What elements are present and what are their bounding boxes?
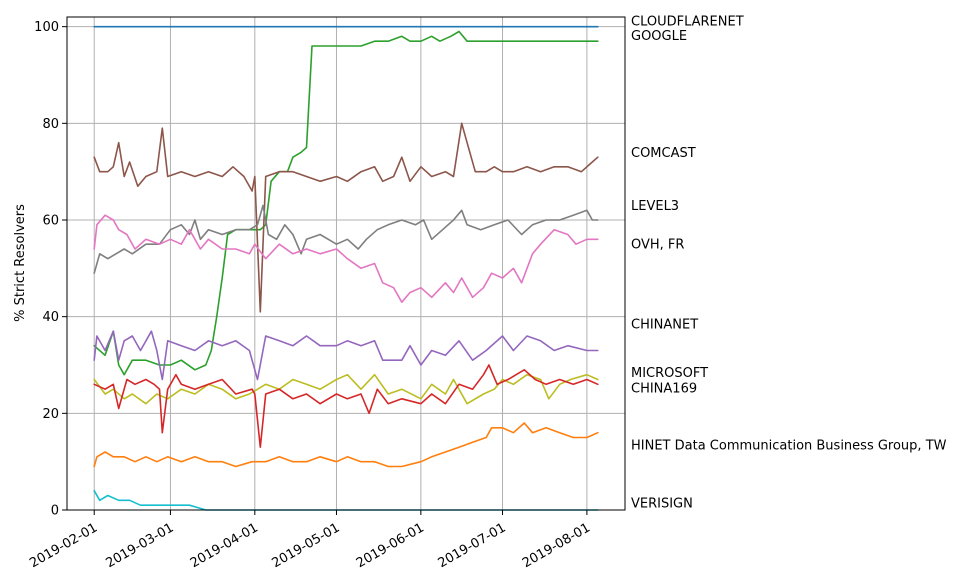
series-label: VERISIGN <box>631 496 693 511</box>
series-label: OVH, FR <box>631 238 684 253</box>
series-label: MICROSOFT <box>631 366 708 381</box>
series-line-chinanet <box>93 330 599 381</box>
series-label: HINET Data Communication Business Group,… <box>631 438 947 453</box>
x-tick-label: 2019-06-01 <box>354 520 427 571</box>
series-label: GOOGLE <box>631 29 687 44</box>
series-label: COMCAST <box>631 146 696 161</box>
x-tick-label: 2019-08-01 <box>520 520 593 571</box>
series-line-hinet-data-communication-business-group-tw <box>93 422 599 468</box>
series-label: LEVEL3 <box>631 199 679 214</box>
y-tick-label: 60 <box>42 214 59 229</box>
plot-frame <box>66 16 626 511</box>
x-tick-label: 2019-03-01 <box>103 520 176 571</box>
x-axis: 2019-02-01 2019-03-01 2019-04-01 2019-05-01… <box>27 510 593 571</box>
y-tick-label: 80 <box>42 117 59 132</box>
y-axis: 0 20 40 60 80 100 <box>34 20 67 519</box>
series-line-verisign <box>93 489 599 511</box>
series-line-google <box>93 30 599 376</box>
y-tick-label: 40 <box>42 310 59 325</box>
series-line-level3 <box>93 204 599 275</box>
series-line-ovh-fr <box>93 214 599 304</box>
series-label: CHINA169 <box>631 382 697 397</box>
series-line-microsoft <box>93 373 599 405</box>
series-label: CHINANET <box>631 317 698 332</box>
x-tick-label: 2019-07-01 <box>436 520 509 571</box>
series-line-china169 <box>93 364 599 449</box>
y-tick-label: 20 <box>42 407 59 422</box>
y-tick-label: 100 <box>34 20 59 35</box>
y-tick-label: 0 <box>51 504 59 519</box>
x-tick-label: 2019-02-01 <box>27 520 100 571</box>
series-lines <box>93 25 599 511</box>
series-line-comcast <box>93 122 599 313</box>
x-tick-label: 2019-04-01 <box>188 520 261 571</box>
grid <box>67 17 625 510</box>
y-axis-title: % Strict Resolvers <box>13 204 28 322</box>
x-tick-label: 2019-05-01 <box>270 520 343 571</box>
series-label: CLOUDFLARENET <box>631 14 744 29</box>
